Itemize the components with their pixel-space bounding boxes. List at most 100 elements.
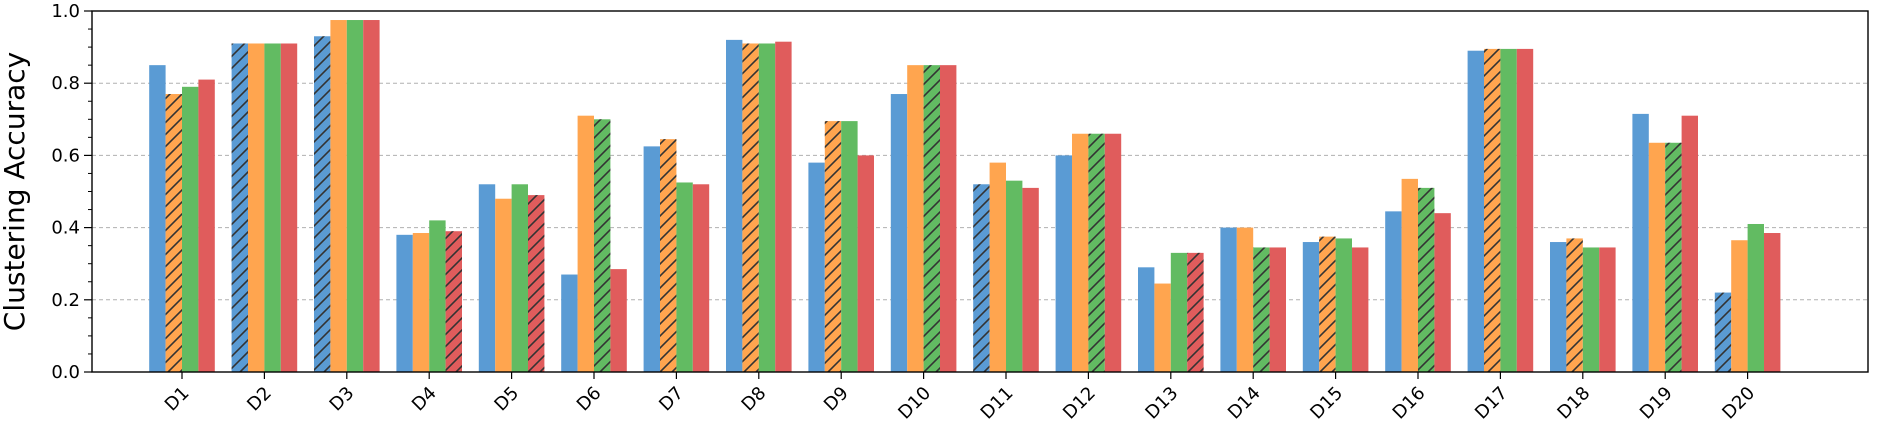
- bar: [511, 184, 528, 372]
- x-tick-label: D10: [894, 383, 935, 424]
- bar: [1516, 48, 1534, 372]
- bar: [726, 39, 743, 372]
- bar: [1747, 223, 1764, 372]
- plot-frame: [91, 10, 1869, 373]
- x-tick-label: D9: [820, 383, 853, 416]
- bar: [1072, 133, 1089, 372]
- bar: [1170, 252, 1188, 372]
- bar: [478, 184, 496, 372]
- y-axis-label: Clustering Accuracy: [0, 52, 31, 331]
- bar: [808, 162, 825, 372]
- bar: [1582, 247, 1600, 372]
- bar-hatch: [314, 36, 331, 373]
- bar-hatch: [165, 94, 182, 372]
- bar-hatch: [1253, 247, 1270, 372]
- bar: [643, 146, 660, 372]
- bar-hatch: [594, 119, 611, 372]
- bar: [857, 155, 874, 372]
- x-tick-label: D15: [1306, 383, 1347, 424]
- y-tick-label: 0.6: [51, 145, 80, 166]
- y-tick-label: 1.0: [51, 1, 80, 22]
- bar: [907, 65, 924, 373]
- bar: [1764, 233, 1781, 372]
- x-tick-label: D13: [1141, 383, 1182, 424]
- bar: [676, 182, 693, 372]
- bar: [396, 234, 413, 372]
- bar: [198, 79, 215, 372]
- x-tick-label: D16: [1389, 383, 1430, 424]
- bar: [775, 41, 792, 373]
- bar: [610, 269, 627, 372]
- bar: [692, 184, 710, 372]
- bar: [1006, 180, 1023, 372]
- x-tick-label: D1: [161, 383, 194, 416]
- bar: [1154, 283, 1171, 372]
- bar-hatch: [1088, 133, 1105, 372]
- bar-hatch: [824, 121, 842, 372]
- x-tick-label: D8: [738, 383, 771, 416]
- x-tick-label: D7: [655, 383, 688, 416]
- bar: [346, 20, 364, 373]
- bar: [1138, 267, 1155, 372]
- bar-hatch: [1484, 48, 1501, 372]
- bar-hatch: [231, 43, 248, 373]
- bar: [182, 86, 199, 372]
- bar-hatch: [1418, 187, 1435, 372]
- y-tick-label: 0.0: [51, 362, 80, 383]
- bar-hatch: [1566, 238, 1583, 372]
- bar: [841, 121, 858, 372]
- bar: [1236, 227, 1254, 372]
- bar-hatch: [1319, 236, 1336, 372]
- bar: [1731, 240, 1748, 372]
- y-tick-label: 0.4: [51, 218, 80, 239]
- x-tick-label: D17: [1471, 383, 1512, 424]
- bar: [1055, 155, 1072, 372]
- bar: [1467, 50, 1484, 373]
- bar: [758, 43, 776, 373]
- bars: [149, 20, 1781, 373]
- x-tick-label: D11: [977, 383, 1018, 424]
- bar: [149, 65, 166, 373]
- bar: [1022, 187, 1039, 372]
- x-tick-label: D3: [326, 383, 359, 416]
- bar-hatch: [445, 231, 462, 372]
- bar-hatch: [528, 195, 545, 372]
- bar-hatch: [923, 65, 940, 373]
- x-tick-label: D20: [1718, 383, 1759, 424]
- bar: [264, 43, 281, 373]
- bar: [1648, 142, 1666, 372]
- bar: [412, 233, 430, 372]
- bar: [1352, 247, 1369, 372]
- x-tick-label: D5: [490, 383, 523, 416]
- bar: [495, 198, 512, 372]
- bar: [1434, 213, 1451, 372]
- bar: [577, 115, 594, 372]
- bar-hatch: [660, 139, 677, 372]
- bar: [1220, 227, 1237, 372]
- bar: [1599, 247, 1616, 372]
- bar: [330, 20, 347, 373]
- bar: [1335, 238, 1352, 372]
- bar: [1681, 115, 1698, 372]
- x-tick-label: D6: [573, 383, 606, 416]
- bar: [1104, 133, 1122, 372]
- x-tick-label: D18: [1553, 383, 1594, 424]
- bar: [1269, 247, 1286, 372]
- bar: [561, 274, 578, 372]
- bar: [280, 43, 298, 373]
- x-tick-label: D14: [1224, 383, 1265, 424]
- bar: [1500, 48, 1517, 372]
- bar: [429, 220, 446, 372]
- bar-hatch: [973, 184, 990, 372]
- y-tick-label: 0.2: [51, 290, 80, 311]
- bar-hatch: [1665, 142, 1682, 372]
- bar-hatch: [742, 43, 759, 373]
- bar: [1302, 242, 1320, 372]
- bar: [1385, 211, 1402, 372]
- bar: [989, 162, 1006, 372]
- bar-hatch: [1714, 292, 1732, 372]
- bar: [363, 20, 380, 373]
- bar: [940, 65, 957, 373]
- bar-hatch: [1187, 252, 1204, 372]
